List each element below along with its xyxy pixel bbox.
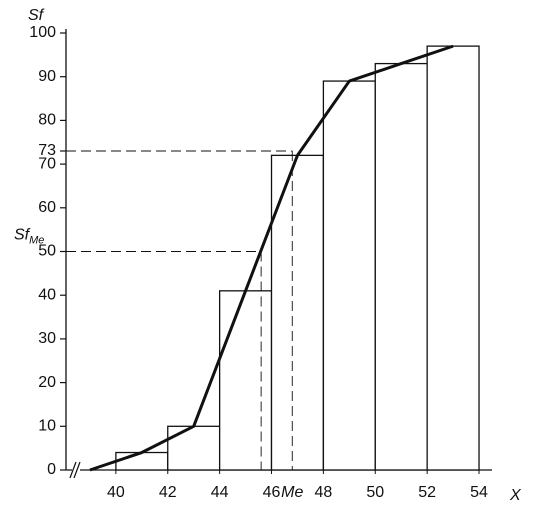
- y-tick-label: 60: [38, 199, 56, 216]
- y-tick-label: 30: [38, 330, 56, 347]
- y-tick-label: 10: [38, 418, 56, 435]
- ogive-line: [89, 44, 454, 472]
- bar: [115, 451, 169, 471]
- x-axis-label: X: [509, 487, 522, 504]
- bar: [218, 290, 273, 471]
- y-tick-label: 20: [38, 374, 56, 391]
- x-tick-label: 46: [263, 484, 281, 501]
- y-tick-label: 90: [38, 68, 56, 85]
- x-tick-label: 44: [211, 484, 229, 501]
- annotation-label: SfMe: [14, 227, 44, 247]
- x-tick-label: 54: [470, 484, 488, 501]
- x-tick-label: 42: [159, 484, 177, 501]
- x-tick-label: 48: [314, 484, 332, 501]
- y-tick-label: 100: [29, 24, 56, 41]
- axis-break: [66, 461, 81, 479]
- bar: [167, 425, 221, 471]
- bar: [322, 80, 376, 471]
- bar: [374, 62, 428, 471]
- annotation-subscript: Me: [29, 234, 44, 246]
- x-tick-label: 50: [366, 484, 384, 501]
- x-tick-label: 52: [418, 484, 436, 501]
- annotation-text: Sf: [14, 227, 31, 244]
- y-tick-label: 50: [38, 243, 56, 260]
- y-tick-label: 70: [38, 155, 56, 172]
- bar: [426, 45, 480, 471]
- y-tick-label: 73: [38, 142, 56, 159]
- y-tick-label: 40: [38, 286, 56, 303]
- y-axis-label: Sf: [28, 7, 45, 24]
- y-tick-label: 0: [47, 461, 56, 478]
- x-tick-label: 40: [107, 484, 125, 501]
- annotation-label: Me: [281, 484, 303, 501]
- y-tick-label: 80: [38, 112, 56, 129]
